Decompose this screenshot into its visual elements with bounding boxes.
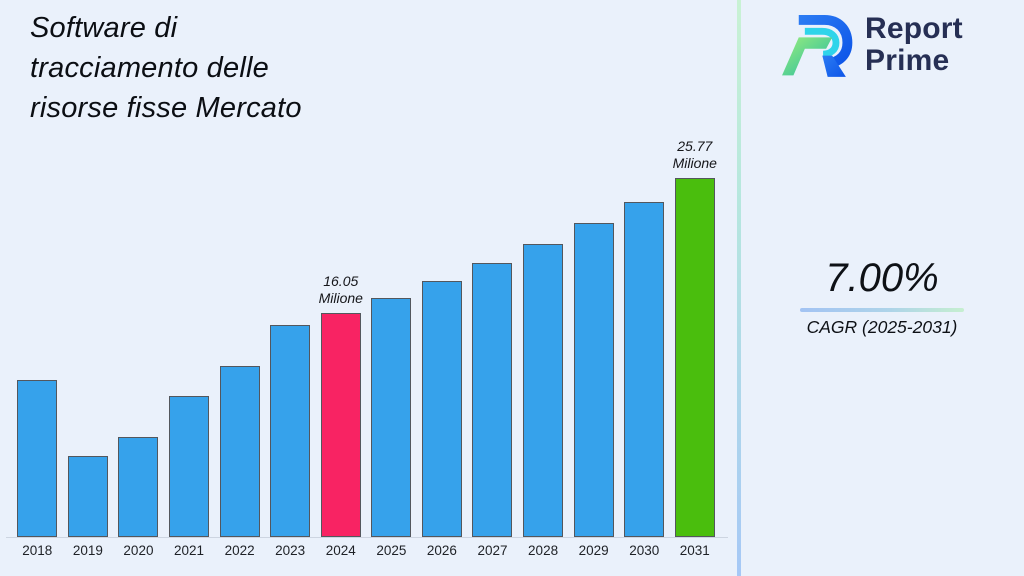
x-axis-label: 2019	[72, 543, 103, 558]
bar-annotation-value: 16.05	[323, 273, 359, 289]
bar-2018	[17, 380, 58, 537]
chart-title: Software di tracciamento delle risorse f…	[30, 8, 302, 128]
bar-column-2022: 2022	[214, 0, 265, 564]
x-axis-label: 2018	[22, 543, 53, 558]
x-axis-label: 2030	[629, 543, 660, 558]
x-axis-label: 2024	[325, 543, 356, 558]
chart-title-line-1: Software di	[30, 12, 178, 44]
bar-column-2030: 2030	[619, 0, 670, 564]
cagr-underline	[800, 308, 964, 312]
x-axis-label: 2026	[426, 543, 457, 558]
bar-chart-plot-area: 2018 2019 2020 2021 2022	[12, 0, 720, 564]
bar-annotation: 16.05 Milione	[319, 273, 363, 306]
x-axis-label: 2028	[528, 543, 559, 558]
bar-chart: 2018 2019 2020 2021 2022	[6, 0, 728, 566]
bar-column-2031: 25.77 Milione 2031	[670, 0, 721, 564]
bar-2024	[320, 313, 361, 537]
bar-2028	[523, 244, 564, 537]
x-axis-label: 2023	[275, 543, 306, 558]
bar-annotation-unit: Milione	[672, 154, 717, 171]
report-prime-logo: Report Prime	[779, 10, 963, 80]
bar-2020	[118, 437, 159, 537]
logo-word-report: Report	[865, 12, 963, 45]
cagr-label: CAGR (2025-2031)	[806, 317, 958, 337]
logo-word-prime: Prime	[865, 44, 950, 77]
x-axis-label: 2022	[224, 543, 255, 558]
x-axis-label: 2031	[679, 543, 710, 558]
report-prime-wordmark: Report Prime	[865, 13, 963, 77]
bar-2029	[573, 223, 614, 537]
bar-column-2026: 2026	[417, 0, 468, 564]
chart-title-line-3: risorse fisse Mercato	[30, 92, 302, 124]
cagr-value: 7.00%	[825, 256, 939, 300]
bar-2031	[674, 178, 715, 537]
bar-2027	[472, 263, 513, 537]
bar-2026	[421, 281, 462, 537]
x-axis-label: 2020	[123, 543, 154, 558]
cagr-block: 7.00% CAGR (2025-2031)	[798, 256, 966, 338]
bar-2019	[67, 456, 108, 537]
bar-column-2024: 16.05 Milione 2024	[315, 0, 366, 564]
bar-column-2020: 2020	[113, 0, 164, 564]
bar-column-2019: 2019	[63, 0, 114, 564]
report-prime-logo-icon	[782, 14, 853, 77]
x-axis-label: 2021	[174, 543, 205, 558]
bar-annotation-unit: Milione	[318, 289, 363, 306]
x-axis-label: 2029	[578, 543, 609, 558]
bar-column-2025: 2025	[366, 0, 417, 564]
bar-annotation-value: 25.77	[677, 138, 713, 154]
bar-column-2028: 2028	[518, 0, 569, 564]
bar-2023	[270, 325, 311, 537]
x-axis-line	[6, 537, 728, 538]
bar-2025	[371, 298, 412, 537]
x-axis-label: 2025	[376, 543, 407, 558]
bar-column-2029: 2029	[568, 0, 619, 564]
x-axis-label: 2027	[477, 543, 508, 558]
bar-2022	[219, 366, 260, 537]
chart-title-line-2: tracciamento delle	[30, 52, 269, 84]
bar-2030	[624, 202, 665, 537]
vertical-divider	[737, 0, 741, 576]
bar-2021	[169, 396, 210, 537]
bar-column-2021: 2021	[164, 0, 215, 564]
bar-annotation: 25.77 Milione	[673, 138, 717, 171]
bar-column-2027: 2027	[467, 0, 518, 564]
bar-column-2018: 2018	[12, 0, 63, 564]
bar-column-2023: 2023	[265, 0, 316, 564]
